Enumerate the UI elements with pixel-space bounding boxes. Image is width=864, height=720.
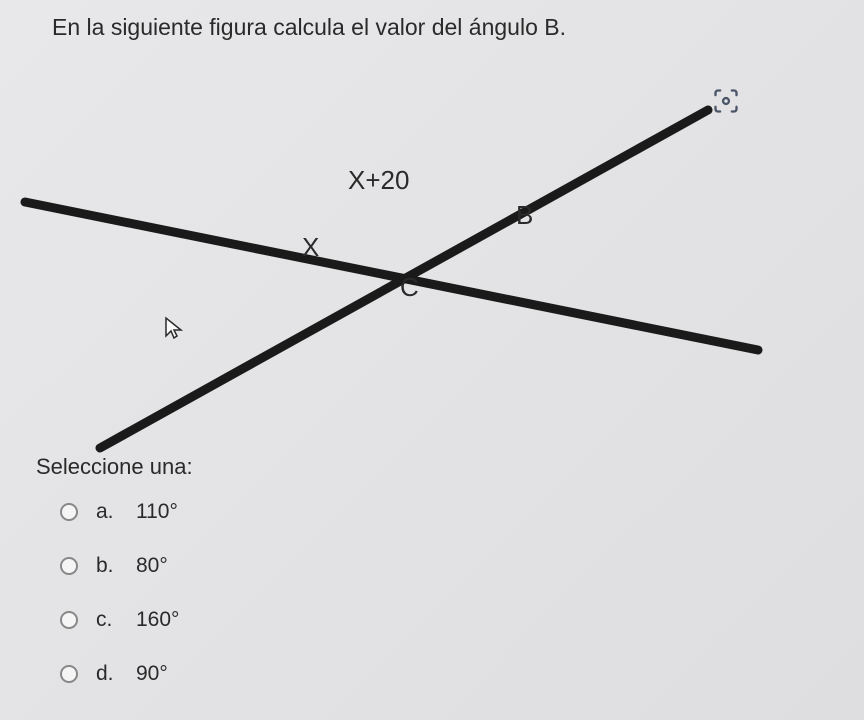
- line-1: [25, 202, 758, 350]
- radio-d[interactable]: [60, 665, 78, 683]
- select-prompt: Seleccione una:: [36, 454, 193, 480]
- radio-c[interactable]: [60, 611, 78, 629]
- option-c[interactable]: c. 160°: [60, 608, 193, 632]
- radio-a[interactable]: [60, 503, 78, 521]
- option-letter: c.: [96, 608, 136, 632]
- option-letter: b.: [96, 554, 136, 578]
- option-value: 90°: [136, 662, 168, 686]
- question-text: En la siguiente figura calcula el valor …: [52, 14, 566, 41]
- option-value: 160°: [136, 608, 179, 632]
- label-x-plus-20: X+20: [348, 165, 409, 196]
- geometry-diagram: [0, 50, 780, 420]
- option-b[interactable]: b. 80°: [60, 554, 193, 578]
- radio-b[interactable]: [60, 557, 78, 575]
- answers-section: Seleccione una: a. 110° b. 80° c. 160° d…: [36, 454, 193, 716]
- option-value: 110°: [136, 500, 178, 524]
- cursor-icon: [162, 316, 186, 340]
- label-x: X: [302, 232, 319, 263]
- option-letter: a.: [96, 500, 136, 524]
- label-c: C: [400, 272, 419, 303]
- label-b: B: [516, 200, 533, 231]
- option-value: 80°: [136, 554, 168, 578]
- option-letter: d.: [96, 662, 136, 686]
- option-d[interactable]: d. 90°: [60, 662, 193, 686]
- option-a[interactable]: a. 110°: [60, 500, 193, 524]
- diagram-svg: [0, 50, 780, 460]
- camera-scan-icon[interactable]: [710, 85, 742, 117]
